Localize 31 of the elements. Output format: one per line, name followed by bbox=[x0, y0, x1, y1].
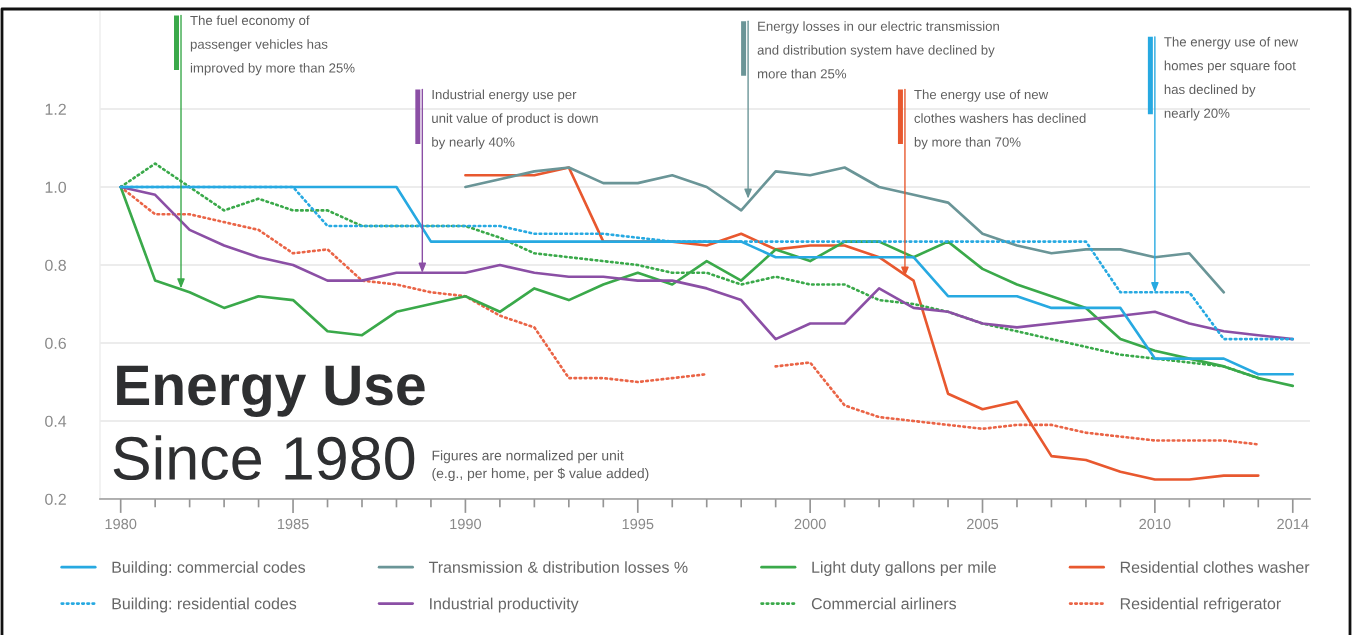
line-series bbox=[464, 166, 1226, 294]
annotation: Industrial energy use per unit value of product is down by nearly 40% bbox=[432, 89, 598, 150]
y-tick-label: 0.6 bbox=[45, 337, 66, 349]
x-tick-label: 1990 bbox=[450, 518, 482, 530]
x-tick-label: 1980 bbox=[105, 518, 137, 530]
legend-label: Residential clothes washer bbox=[1120, 561, 1310, 573]
annotation: The fuel economy of passenger vehicles has improved by more than 25% bbox=[190, 15, 355, 76]
y-tick-label: 1.0 bbox=[45, 181, 67, 193]
y-tick-label: 1.2 bbox=[45, 103, 66, 115]
annotation: The energy use of new homes per square foot has declined by nearly 20% bbox=[1164, 36, 1299, 121]
legend-label: Transmission & distribution losses % bbox=[428, 561, 688, 573]
x-tick-label: 1995 bbox=[622, 518, 654, 530]
legend-label: Industrial productivity bbox=[430, 597, 579, 613]
x-tick-label: 1985 bbox=[277, 518, 309, 530]
legend-label: Building: residential codes bbox=[112, 597, 297, 613]
annotation: Figures are normalized per unit (e.g., per home, per $ value added) bbox=[432, 450, 649, 481]
x-tick-label: 2000 bbox=[794, 518, 826, 530]
text: Energy Use bbox=[117, 365, 425, 417]
x-tick-label: 2010 bbox=[1139, 518, 1171, 530]
legend-label: Light duty gallons per mile bbox=[812, 561, 996, 577]
x-tick-label: 2014 bbox=[1277, 518, 1309, 530]
legend-label: Commercial airliners bbox=[811, 597, 957, 610]
annotation: Energy losses in our electric transmission and distribution system have declined by more than 25% bbox=[757, 21, 999, 79]
text: Since 1980 bbox=[113, 435, 415, 481]
y-tick-label: 0.4 bbox=[45, 415, 67, 427]
annotation: The energy use of new clothes washers has declined by more than 70% bbox=[914, 89, 1086, 150]
legend-label: Residential refrigerator bbox=[1120, 597, 1281, 613]
y-tick-label: 0.8 bbox=[45, 259, 66, 271]
legend-label: Building: commercial codes bbox=[112, 561, 306, 577]
y-tick-label: 0.2 bbox=[45, 493, 66, 505]
x-tick-label: 2005 bbox=[967, 518, 999, 530]
